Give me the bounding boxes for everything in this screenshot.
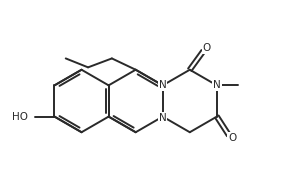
Text: N: N xyxy=(159,113,166,123)
Text: N: N xyxy=(159,80,166,90)
Text: O: O xyxy=(202,43,211,53)
Text: HO: HO xyxy=(12,112,28,122)
Text: O: O xyxy=(228,133,236,143)
Text: N: N xyxy=(213,80,221,90)
